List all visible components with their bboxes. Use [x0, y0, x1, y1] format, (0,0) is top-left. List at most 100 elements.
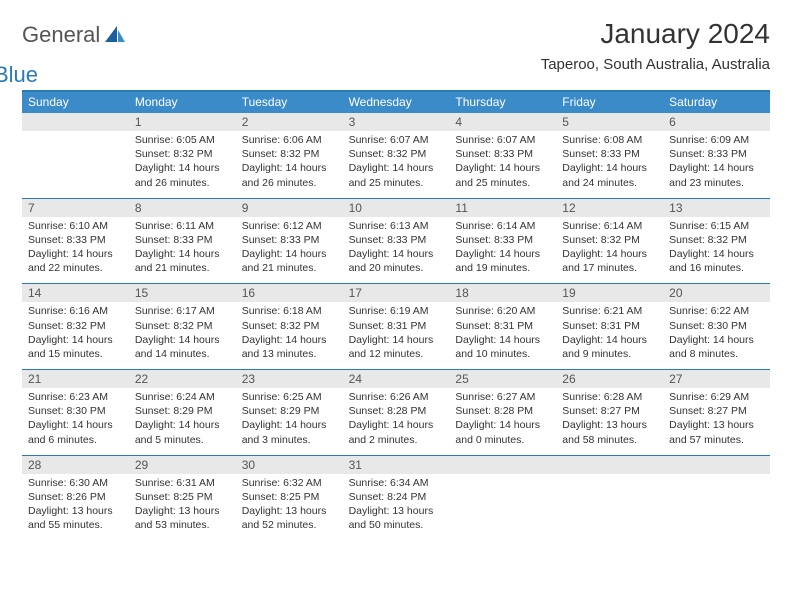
day-cell: Sunrise: 6:07 AMSunset: 8:32 PMDaylight:…: [343, 131, 450, 198]
day-info-line: Sunset: 8:33 PM: [455, 233, 550, 247]
day-info-line: Daylight: 14 hours: [562, 247, 657, 261]
day-info-line: and 26 minutes.: [135, 176, 230, 190]
day-number: 29: [129, 456, 236, 474]
day-info-line: Daylight: 14 hours: [562, 333, 657, 347]
day-number: 10: [343, 199, 450, 217]
day-info-line: and 25 minutes.: [455, 176, 550, 190]
day-cell: [556, 474, 663, 541]
day-info-line: Daylight: 14 hours: [28, 247, 123, 261]
day-info-line: Daylight: 14 hours: [349, 161, 444, 175]
weekday-header: Sunday: [22, 92, 129, 113]
day-info-line: Daylight: 14 hours: [135, 333, 230, 347]
day-info-line: Sunset: 8:29 PM: [135, 404, 230, 418]
day-cell: Sunrise: 6:30 AMSunset: 8:26 PMDaylight:…: [22, 474, 129, 541]
day-info-line: Sunset: 8:26 PM: [28, 490, 123, 504]
day-cell: Sunrise: 6:07 AMSunset: 8:33 PMDaylight:…: [449, 131, 556, 198]
day-info-line: and 21 minutes.: [135, 261, 230, 275]
day-number: 9: [236, 199, 343, 217]
logo-text-blue: Blue: [0, 65, 127, 86]
day-cell: [22, 131, 129, 198]
day-info-line: Sunset: 8:32 PM: [242, 319, 337, 333]
day-cell: Sunrise: 6:19 AMSunset: 8:31 PMDaylight:…: [343, 302, 450, 369]
day-number-row: 78910111213: [22, 198, 770, 217]
day-info-line: Daylight: 14 hours: [669, 161, 764, 175]
day-cell: [449, 474, 556, 541]
day-info-line: Daylight: 14 hours: [455, 333, 550, 347]
day-info-line: Sunrise: 6:14 AM: [455, 219, 550, 233]
weekday-header: Saturday: [663, 92, 770, 113]
day-info-line: Sunset: 8:28 PM: [455, 404, 550, 418]
day-info-line: Sunset: 8:25 PM: [135, 490, 230, 504]
day-info-line: and 50 minutes.: [349, 518, 444, 532]
day-info-line: and 0 minutes.: [455, 433, 550, 447]
day-number: 7: [22, 199, 129, 217]
day-info-line: and 14 minutes.: [135, 347, 230, 361]
day-number: 30: [236, 456, 343, 474]
day-info-line: Sunrise: 6:28 AM: [562, 390, 657, 404]
day-info-line: and 3 minutes.: [242, 433, 337, 447]
day-info-line: Sunset: 8:32 PM: [135, 147, 230, 161]
day-info-line: Sunrise: 6:13 AM: [349, 219, 444, 233]
day-number: 27: [663, 370, 770, 388]
day-info-line: Sunrise: 6:17 AM: [135, 304, 230, 318]
day-info-line: Daylight: 13 hours: [562, 418, 657, 432]
day-cell: Sunrise: 6:31 AMSunset: 8:25 PMDaylight:…: [129, 474, 236, 541]
day-info-line: Sunrise: 6:15 AM: [669, 219, 764, 233]
day-number: 6: [663, 113, 770, 131]
day-cell: Sunrise: 6:29 AMSunset: 8:27 PMDaylight:…: [663, 388, 770, 455]
day-cell: Sunrise: 6:13 AMSunset: 8:33 PMDaylight:…: [343, 217, 450, 284]
day-info-line: and 8 minutes.: [669, 347, 764, 361]
logo: General Blue: [22, 18, 127, 86]
day-info-line: Sunset: 8:25 PM: [242, 490, 337, 504]
day-info-line: Sunrise: 6:18 AM: [242, 304, 337, 318]
day-info-line: and 19 minutes.: [455, 261, 550, 275]
day-cell: Sunrise: 6:16 AMSunset: 8:32 PMDaylight:…: [22, 302, 129, 369]
day-number: 13: [663, 199, 770, 217]
week-row: Sunrise: 6:16 AMSunset: 8:32 PMDaylight:…: [22, 302, 770, 369]
day-info-line: Sunset: 8:32 PM: [242, 147, 337, 161]
day-number-row: 123456: [22, 113, 770, 131]
day-number: 5: [556, 113, 663, 131]
day-info-line: Sunrise: 6:05 AM: [135, 133, 230, 147]
day-info-line: Sunset: 8:33 PM: [28, 233, 123, 247]
day-cell: Sunrise: 6:28 AMSunset: 8:27 PMDaylight:…: [556, 388, 663, 455]
day-info-line: Sunrise: 6:09 AM: [669, 133, 764, 147]
week-row: Sunrise: 6:10 AMSunset: 8:33 PMDaylight:…: [22, 217, 770, 284]
week-row: Sunrise: 6:05 AMSunset: 8:32 PMDaylight:…: [22, 131, 770, 198]
location-subtitle: Taperoo, South Australia, Australia: [541, 56, 770, 73]
day-cell: Sunrise: 6:09 AMSunset: 8:33 PMDaylight:…: [663, 131, 770, 198]
day-info-line: Sunrise: 6:22 AM: [669, 304, 764, 318]
page-header: General Blue January 2024 Taperoo, South…: [22, 18, 770, 86]
day-info-line: Sunrise: 6:23 AM: [28, 390, 123, 404]
day-info-line: Daylight: 14 hours: [242, 247, 337, 261]
day-cell: Sunrise: 6:25 AMSunset: 8:29 PMDaylight:…: [236, 388, 343, 455]
day-info-line: Daylight: 14 hours: [135, 247, 230, 261]
week-row: Sunrise: 6:23 AMSunset: 8:30 PMDaylight:…: [22, 388, 770, 455]
day-number: 26: [556, 370, 663, 388]
day-number-row: 28293031: [22, 455, 770, 474]
day-info-line: and 5 minutes.: [135, 433, 230, 447]
day-info-line: Sunrise: 6:14 AM: [562, 219, 657, 233]
day-info-line: Daylight: 14 hours: [455, 161, 550, 175]
day-info-line: and 25 minutes.: [349, 176, 444, 190]
day-number: 31: [343, 456, 450, 474]
day-number: [449, 456, 556, 474]
day-info-line: Sunset: 8:33 PM: [455, 147, 550, 161]
day-info-line: Daylight: 13 hours: [349, 504, 444, 518]
day-info-line: and 53 minutes.: [135, 518, 230, 532]
day-number: 14: [22, 284, 129, 302]
day-info-line: and 23 minutes.: [669, 176, 764, 190]
day-number: 22: [129, 370, 236, 388]
day-number: 24: [343, 370, 450, 388]
day-info-line: Sunrise: 6:12 AM: [242, 219, 337, 233]
month-title: January 2024: [541, 18, 770, 50]
day-info-line: Sunrise: 6:30 AM: [28, 476, 123, 490]
day-info-line: Sunrise: 6:06 AM: [242, 133, 337, 147]
day-info-line: and 22 minutes.: [28, 261, 123, 275]
day-info-line: and 26 minutes.: [242, 176, 337, 190]
day-info-line: Sunrise: 6:32 AM: [242, 476, 337, 490]
day-info-line: and 58 minutes.: [562, 433, 657, 447]
day-cell: Sunrise: 6:10 AMSunset: 8:33 PMDaylight:…: [22, 217, 129, 284]
day-info-line: and 21 minutes.: [242, 261, 337, 275]
day-cell: Sunrise: 6:22 AMSunset: 8:30 PMDaylight:…: [663, 302, 770, 369]
